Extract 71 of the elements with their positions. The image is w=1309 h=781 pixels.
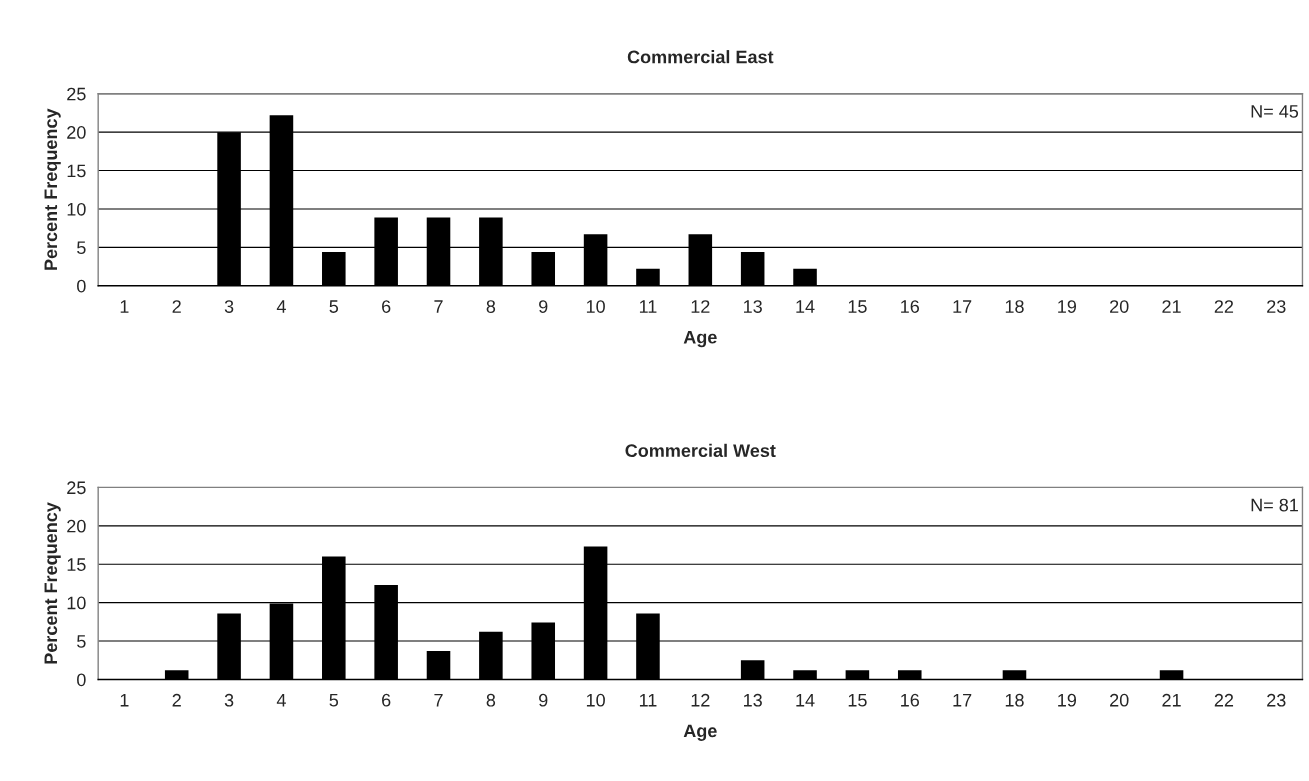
bar — [636, 268, 660, 286]
y-tick-label: 20 — [67, 126, 86, 139]
x-tick-label: 15 — [848, 300, 867, 313]
y-tick-label: 20 — [67, 519, 86, 533]
x-axis-title: Age — [683, 330, 717, 348]
x-tick-label: 12 — [691, 300, 710, 313]
chart-title: Commercial East — [627, 50, 774, 64]
x-tick-label: 11 — [639, 300, 657, 313]
bar — [793, 268, 817, 286]
chart-title: Commercial West — [625, 443, 776, 458]
x-tick-label: 12 — [691, 693, 710, 707]
x-axis-title: Age — [683, 724, 717, 741]
x-tick-label: 4 — [276, 694, 286, 707]
x-tick-label: 23 — [1267, 693, 1286, 707]
annotation: N= 45 — [1251, 105, 1299, 118]
y-tick-label: 0 — [77, 279, 86, 293]
x-tick-label: 14 — [796, 300, 815, 313]
x-tick-label: 8 — [486, 693, 496, 707]
bar — [740, 251, 765, 286]
x-tick-label: 9 — [539, 693, 548, 707]
x-tick-label: 22 — [1214, 693, 1234, 707]
x-tick-label: 2 — [172, 693, 181, 707]
y-axis-title: Percent Frequency — [44, 502, 61, 664]
x-tick-label: 23 — [1267, 300, 1286, 313]
x-tick-label: 13 — [744, 300, 762, 313]
x-tick-label: 3 — [224, 693, 234, 707]
x-tick-label: 8 — [486, 300, 496, 313]
y-tick-label: 5 — [77, 241, 86, 255]
y-tick-label: 10 — [67, 202, 86, 216]
x-tick-label: 7 — [434, 694, 443, 707]
x-tick-label: 18 — [1005, 693, 1024, 707]
x-tick-label: 17 — [953, 694, 972, 707]
x-tick-label: 13 — [744, 693, 762, 707]
bar — [531, 251, 556, 286]
x-tick-label: 4 — [276, 300, 286, 313]
x-tick-label: 15 — [848, 694, 867, 707]
y-tick-label: 10 — [67, 596, 86, 610]
x-tick-label: 2 — [172, 300, 181, 313]
x-tick-label: 16 — [901, 693, 919, 707]
x-tick-label: 1 — [120, 694, 129, 707]
x-tick-label: 1 — [120, 300, 129, 313]
x-tick-label: 20 — [1110, 693, 1129, 707]
x-tick-label: 11 — [639, 694, 657, 707]
x-tick-label: 9 — [539, 300, 548, 313]
y-axis-title: Percent Frequency — [44, 108, 61, 270]
x-tick-label: 14 — [796, 694, 815, 707]
x-tick-label: 16 — [901, 300, 919, 313]
y-tick-label: 5 — [77, 635, 86, 648]
x-tick-label: 22 — [1214, 300, 1234, 313]
x-tick-label: 10 — [586, 693, 605, 707]
bar — [322, 251, 346, 286]
x-tick-label: 6 — [382, 300, 391, 313]
x-tick-label: 10 — [586, 300, 605, 313]
y-tick-label: 25 — [67, 481, 86, 495]
x-tick-label: 17 — [953, 300, 972, 313]
x-tick-label: 19 — [1058, 693, 1077, 707]
x-tick-label: 20 — [1110, 300, 1129, 313]
x-tick-label: 19 — [1058, 300, 1077, 313]
x-tick-label: 5 — [329, 300, 339, 313]
annotation: N= 81 — [1251, 498, 1298, 512]
y-tick-label: 15 — [67, 558, 86, 571]
x-tick-label: 7 — [434, 300, 443, 313]
x-tick-label: 21 — [1162, 693, 1181, 707]
x-tick-label: 6 — [382, 693, 391, 707]
x-tick-label: 21 — [1162, 300, 1181, 313]
y-tick-label: 15 — [67, 164, 86, 178]
x-tick-label: 18 — [1005, 300, 1024, 313]
x-tick-label: 5 — [329, 694, 339, 707]
x-tick-label: 3 — [224, 300, 234, 313]
y-tick-label: 0 — [77, 673, 86, 687]
y-tick-label: 25 — [67, 87, 86, 101]
